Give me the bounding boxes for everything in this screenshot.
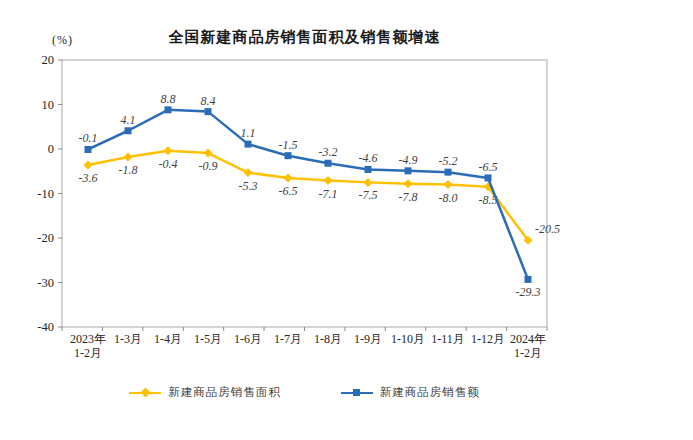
y-tick-label: -20 xyxy=(37,231,54,245)
square-marker-icon xyxy=(405,167,412,174)
square-marker-icon xyxy=(525,276,532,283)
data-label: -6.5 xyxy=(479,160,498,174)
legend-label-sales-area: 新建商品房销售面积 xyxy=(168,385,281,400)
x-tick-label: 1-8月 xyxy=(314,332,342,346)
diamond-marker-icon xyxy=(84,161,93,170)
legend-item-sales-area: 新建商品房销售面积 xyxy=(129,385,281,400)
x-tick-label: 1-6月 xyxy=(234,332,262,346)
diamond-marker-icon xyxy=(364,178,373,187)
chart: (%) 全国新建商品房销售面积及销售额增速 20100-10-20-30-402… xyxy=(0,0,693,440)
square-marker-icon xyxy=(285,152,292,159)
square-marker-icon xyxy=(85,146,92,153)
y-tick-label: -10 xyxy=(37,187,54,201)
x-tick-label: 1-10月 xyxy=(391,332,425,346)
data-label: -3.2 xyxy=(319,145,338,159)
legend-label-sales-amount: 新建商品房销售额 xyxy=(380,385,480,400)
y-tick-label: -40 xyxy=(37,320,54,334)
data-label: -1.5 xyxy=(279,138,298,152)
legend-swatch-sales-amount xyxy=(341,388,373,397)
x-tick-label: 1-5月 xyxy=(194,332,222,346)
data-label: -8.0 xyxy=(439,191,458,205)
data-label: -6.5 xyxy=(279,184,298,198)
y-tick-label: 20 xyxy=(42,53,55,67)
x-tick-label: 1-3月 xyxy=(114,332,142,346)
data-label: -5.3 xyxy=(239,179,258,193)
diamond-marker-icon xyxy=(164,146,173,155)
legend-item-sales-amount: 新建商品房销售额 xyxy=(341,385,480,400)
diamond-marker-icon xyxy=(204,149,213,158)
y-tick-label: 10 xyxy=(42,98,55,112)
data-label: -7.5 xyxy=(359,188,378,202)
diamond-marker-icon xyxy=(124,153,133,162)
x-tick-label: 1-11月 xyxy=(431,332,465,346)
square-marker-icon xyxy=(165,106,172,113)
series-line-0 xyxy=(88,151,528,240)
y-tick-label: -30 xyxy=(37,276,54,290)
diamond-marker-icon xyxy=(284,173,293,182)
diamond-marker-icon xyxy=(244,168,253,177)
data-label: -1.8 xyxy=(119,163,138,177)
legend: 新建商品房销售面积 新建商品房销售额 xyxy=(62,385,547,400)
x-tick-label: 2024年1-2月 xyxy=(510,332,546,360)
series-line-1 xyxy=(88,110,528,280)
data-label: -20.5 xyxy=(535,222,560,236)
legend-swatch-sales-area xyxy=(129,388,161,397)
x-tick-label: 1-12月 xyxy=(471,332,505,346)
data-label: -5.2 xyxy=(439,154,458,168)
x-tick-label: 2023年1-2月 xyxy=(70,332,106,360)
x-tick-label: 1-7月 xyxy=(274,332,302,346)
data-label: -4.6 xyxy=(359,151,378,165)
square-marker-icon xyxy=(485,174,492,181)
plot-area: 20 10 0 -10 -20 -30 -40 2023年1-2月 1-3月 1-4月 1-5月 1-… xyxy=(0,0,693,440)
square-marker-icon xyxy=(125,127,132,134)
data-label: -0.1 xyxy=(79,131,98,145)
data-label: -0.9 xyxy=(199,159,218,173)
square-marker-icon xyxy=(353,389,360,396)
x-tick-label: 1-4月 xyxy=(154,332,182,346)
data-label: -0.4 xyxy=(159,157,178,171)
y-tick-label: 0 xyxy=(48,142,54,156)
square-marker-icon xyxy=(325,160,332,167)
data-label: 8.8 xyxy=(161,92,176,106)
x-tick-label: 1-9月 xyxy=(354,332,382,346)
data-label: 1.1 xyxy=(241,126,256,140)
data-label: 4.1 xyxy=(121,113,136,127)
diamond-marker-icon xyxy=(404,179,413,188)
data-label: -7.8 xyxy=(399,190,418,204)
data-label: -29.3 xyxy=(516,285,541,299)
square-marker-icon xyxy=(445,169,452,176)
diamond-marker-icon xyxy=(140,388,150,398)
data-label: -4.9 xyxy=(399,153,418,167)
square-marker-icon xyxy=(245,141,252,148)
square-marker-icon xyxy=(205,108,212,115)
data-label: -7.1 xyxy=(319,187,338,201)
square-marker-icon xyxy=(365,166,372,173)
plot-border xyxy=(62,60,547,327)
diamond-marker-icon xyxy=(324,176,333,185)
diamond-marker-icon xyxy=(444,180,453,189)
data-label: 8.4 xyxy=(201,94,216,108)
data-label: -3.6 xyxy=(79,171,98,185)
